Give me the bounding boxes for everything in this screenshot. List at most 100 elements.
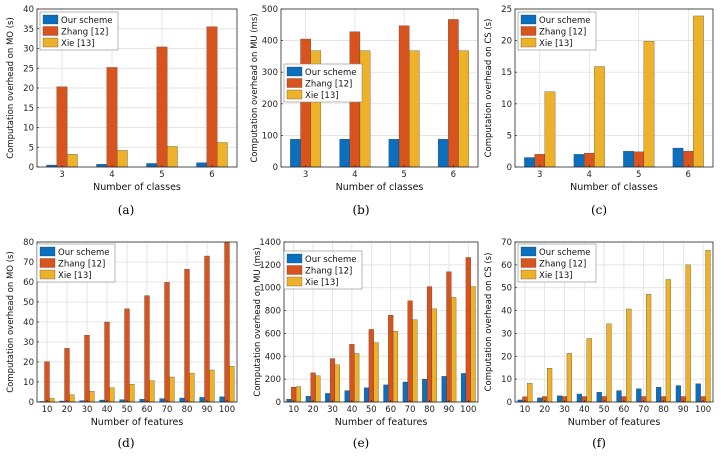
bar-our-scheme-5 [146,163,157,168]
bar-our-scheme-90 [441,376,447,403]
caption-f: (f) [592,436,606,450]
x-tick-label-80: 80 [424,405,435,415]
y-tick-label-500: 500 [262,5,278,15]
bar-zhang-60 [144,295,150,403]
y-tick-label-400: 400 [262,37,278,47]
y-tick-label-10: 10 [501,100,512,110]
x-tick-label-3: 3 [303,170,308,180]
x-tick-label-20: 20 [62,405,73,415]
x-axis-label: Number of classes [93,182,181,193]
y-tick-label-600: 600 [265,329,281,339]
x-tick-label-70: 70 [638,405,649,415]
legend-label-our-scheme: Our scheme [305,68,357,78]
x-tick-label-90: 90 [202,405,213,415]
bar-xie-80 [189,373,195,403]
plot-frame [514,8,714,168]
legend-label-our-scheme: Our scheme [539,16,591,26]
y-tick-label-10: 10 [501,375,512,385]
bar-zhang-80 [184,269,190,403]
bar-zhang-100 [465,257,471,403]
y-tick-label-20: 20 [501,352,512,362]
legend: Our scheme Zhang [12]Xie [13] [517,243,597,283]
x-tick-label-4: 4 [587,170,592,180]
bar-xie-80 [665,279,671,403]
y-tick-label-0: 0 [507,398,512,408]
legend-label-our-scheme: Our scheme [539,248,591,258]
bar-zhang-5 [633,151,645,168]
chart-panel-1: 3 4 5 6 0 5 10 15 20 25 30 35 40 Number of classes Com… [6,5,238,193]
bar-xie-100 [229,366,235,403]
legend-swatch-zhang [520,258,537,268]
y-tick-label-60: 60 [23,278,34,288]
legend-label-xie: Xie [13] [61,39,95,49]
bar-zhang-6 [448,19,459,168]
bar-xie-10 [527,383,533,403]
y-tick-label-40: 40 [501,307,512,317]
x-tick-label-30: 30 [327,405,338,415]
legend-label-xie: Xie [13] [305,91,339,101]
bar-our-scheme-100 [219,396,225,403]
x-axis-label: Number of classes [336,182,424,193]
bar-xie-40 [586,338,592,403]
bar-our-scheme-20 [305,396,311,403]
bar-xie-40 [354,353,360,403]
x-tick-label-20: 20 [308,405,319,415]
y-tick-label-50: 50 [501,284,512,294]
x-tick-label-10: 10 [519,405,530,415]
bar-xie-60 [626,308,632,403]
y-axis-label: Computation overhead on MU (ms) [253,247,263,396]
x-tick-label-10: 10 [42,405,53,415]
bar-xie-10 [295,386,302,403]
bar-our-scheme-5 [623,151,634,168]
x-tick-label-20: 20 [539,405,550,415]
y-tick-label-400: 400 [265,352,281,362]
x-tick-label-30: 30 [82,405,93,415]
chart-panel-3: 3 4 5 6 0 5 10 15 20 25 Number of classes Computati… [484,5,714,193]
legend-swatch-our-scheme [520,246,537,257]
bar-zhang-80 [426,286,433,403]
x-tick-label-30: 30 [559,405,570,415]
bar-zhang-5 [156,46,168,168]
y-tick-label-800: 800 [265,307,281,317]
x-tick-label-3: 3 [537,170,542,180]
bar-xie-50 [373,342,379,403]
bar-xie-3 [544,91,556,168]
x-tick-label-100: 100 [695,405,711,415]
bar-zhang-10 [291,386,297,403]
bar-zhang-30 [329,358,336,403]
caption-d: (d) [117,436,135,450]
legend-label-xie: Xie [13] [539,39,573,49]
y-tick-label-40: 40 [23,318,34,328]
y-tick-label-1200: 1200 [259,261,281,271]
bar-zhang-90 [204,255,210,403]
x-tick-label-50: 50 [599,405,610,415]
x-tick-label-80: 80 [658,405,669,415]
bar-our-scheme-60 [139,399,145,403]
bar-our-scheme-3 [524,157,535,168]
legend-label-zhang: Zhang [12] [539,28,586,38]
plot-frame [514,241,714,403]
x-tick-label-6: 6 [686,170,691,180]
bar-xie-30 [334,364,340,403]
bar-zhang-4 [106,67,118,168]
y-tick-label-0: 0 [276,398,281,408]
bar-xie-40 [109,387,115,403]
bar-zhang-6 [206,26,218,168]
bar-our-scheme-60 [383,384,389,403]
legend-swatch-our-scheme [286,66,303,77]
bar-zhang-50 [124,308,130,403]
bar-our-scheme-6 [196,162,207,168]
bar-our-scheme-5 [388,139,400,168]
y-tick-label-30: 30 [501,329,512,339]
x-tick-label-50: 50 [122,405,133,415]
legend-swatch-zhang [42,26,59,36]
bar-xie-60 [392,330,399,403]
legend-swatch-xie [42,37,59,48]
y-tick-label-15: 15 [501,68,512,78]
bar-our-scheme-80 [179,397,185,403]
x-tick-label-80: 80 [182,405,193,415]
legend-swatch-xie [520,37,537,48]
chart-panel-4: 10 20 30 40 50 60 70 80 90 100 0 10 20 30 40 50 60 70 80 Nu… [6,238,238,428]
bar-our-scheme-70 [402,381,408,403]
